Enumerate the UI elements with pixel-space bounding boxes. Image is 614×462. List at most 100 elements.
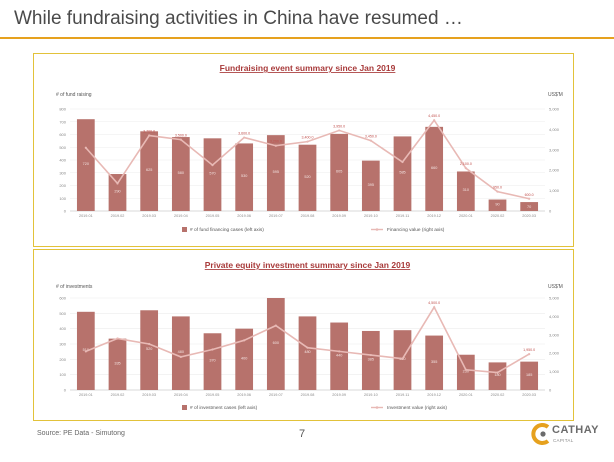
bar-data-label: 70	[527, 205, 531, 209]
right-axis-title: US$'M	[548, 284, 563, 290]
bar-data-label: 480	[178, 350, 184, 354]
left-tick-label: 500	[59, 145, 66, 150]
bar	[520, 361, 539, 390]
x-tick-label: 2019.03	[142, 393, 156, 397]
left-tick-label: 100	[59, 196, 66, 201]
left-tick-label: 700	[59, 119, 66, 124]
line-point	[433, 306, 436, 309]
bar-data-label: 660	[431, 166, 437, 170]
line-point	[243, 136, 246, 139]
left-axis-title: # of fund raising	[56, 92, 92, 98]
bar	[520, 202, 539, 211]
line-data-label: 3,600.0	[238, 132, 250, 136]
bar-data-label: 595	[273, 170, 279, 174]
line-point	[433, 119, 436, 122]
bar-data-label: 335	[114, 361, 120, 365]
line-point	[496, 371, 499, 374]
right-tick-label: 0	[549, 388, 552, 393]
line-point	[306, 140, 309, 143]
line-point	[401, 160, 404, 164]
bar-data-label: 90	[495, 203, 499, 207]
bar-data-label: 400	[241, 356, 247, 360]
right-tick-label: 2,000	[549, 351, 560, 356]
bar	[361, 330, 380, 390]
bar	[298, 144, 317, 211]
bar	[330, 133, 349, 211]
bar	[488, 199, 507, 211]
x-tick-label: 2019.11	[396, 214, 409, 218]
bar-data-label: 310	[463, 188, 469, 192]
x-tick-label: 2019.11	[396, 393, 409, 397]
line-data-label: 1,950.0	[523, 348, 535, 352]
bar-data-label: 480	[304, 350, 310, 354]
line-point	[274, 144, 277, 147]
bar-data-label: 520	[146, 347, 152, 351]
bar-data-label: 230	[463, 369, 469, 373]
left-tick-label: 200	[59, 183, 66, 188]
page-number: 7	[299, 428, 306, 440]
line-point	[338, 129, 341, 132]
left-tick-label: 800	[59, 107, 66, 112]
left-tick-label: 100	[59, 372, 66, 377]
legend-line-label: Financing value (right axis)	[387, 227, 445, 233]
line-point	[369, 353, 372, 357]
right-tick-label: 5,000	[549, 296, 560, 301]
bar-data-label: 395	[368, 183, 374, 187]
x-tick-label: 2019.04	[174, 393, 188, 397]
line-point	[401, 357, 404, 360]
x-tick-label: 2019.08	[301, 214, 315, 218]
line-point	[464, 167, 467, 170]
x-tick-label: 2019.02	[111, 393, 125, 397]
legend-bar-swatch	[182, 405, 187, 410]
bar-data-label: 605	[336, 169, 342, 173]
line-point	[369, 139, 372, 142]
x-tick-label: 2019.10	[364, 214, 378, 218]
x-tick-label: 2019.08	[301, 393, 315, 397]
bar	[298, 316, 317, 390]
bar-data-label: 185	[526, 373, 532, 377]
bar	[393, 330, 412, 390]
bar-data-label: 580	[178, 171, 184, 175]
bar	[76, 119, 95, 211]
x-tick-label: 2019.03	[142, 214, 156, 218]
x-tick-label: 2019.04	[174, 214, 188, 218]
x-tick-label: 2019.12	[427, 393, 441, 397]
bar	[140, 131, 159, 211]
bar-data-label: 570	[209, 172, 215, 176]
x-tick-label: 2020.03	[522, 393, 536, 397]
line-point	[179, 355, 182, 358]
left-tick-label: 0	[64, 388, 67, 393]
bar	[456, 171, 475, 211]
bar	[108, 174, 127, 211]
legend-line-marker	[375, 228, 379, 231]
line-point	[211, 348, 214, 351]
bar	[266, 135, 285, 211]
bar	[361, 160, 380, 211]
left-tick-label: 600	[59, 132, 66, 137]
line-data-label: 4,450.0	[428, 114, 440, 118]
bar-data-label: 720	[83, 162, 89, 166]
line-point	[274, 324, 277, 327]
line-point	[116, 337, 119, 340]
line-point	[528, 197, 531, 200]
bar-data-label: 625	[146, 168, 152, 172]
right-tick-label: 2,000	[549, 168, 560, 173]
bar-data-label: 530	[241, 174, 247, 178]
x-tick-label: 2019.09	[332, 214, 346, 218]
legend-bar-swatch	[182, 227, 187, 232]
bar-data-label: 600	[273, 341, 279, 345]
x-tick-label: 2019.09	[332, 393, 346, 397]
line-data-label: 600.0	[525, 193, 534, 197]
company-logo: CATHAY CAPITAL	[530, 421, 610, 451]
source-note: Source: PE Data - Simutong	[37, 430, 125, 437]
line-data-label: 3,400.0	[302, 136, 314, 140]
x-tick-label: 2019.12	[427, 214, 441, 218]
line-data-label: 950.0	[493, 186, 502, 190]
left-tick-label: 0	[64, 209, 67, 214]
bar-data-label: 290	[114, 190, 120, 194]
line-data-label: 3,200.0	[270, 140, 282, 144]
right-tick-label: 3,000	[549, 147, 560, 152]
x-tick-label: 2020.02	[491, 214, 505, 218]
x-tick-label: 2019.01	[79, 214, 93, 218]
legend-bar-label: # of investment cases (left axis)	[190, 405, 258, 411]
